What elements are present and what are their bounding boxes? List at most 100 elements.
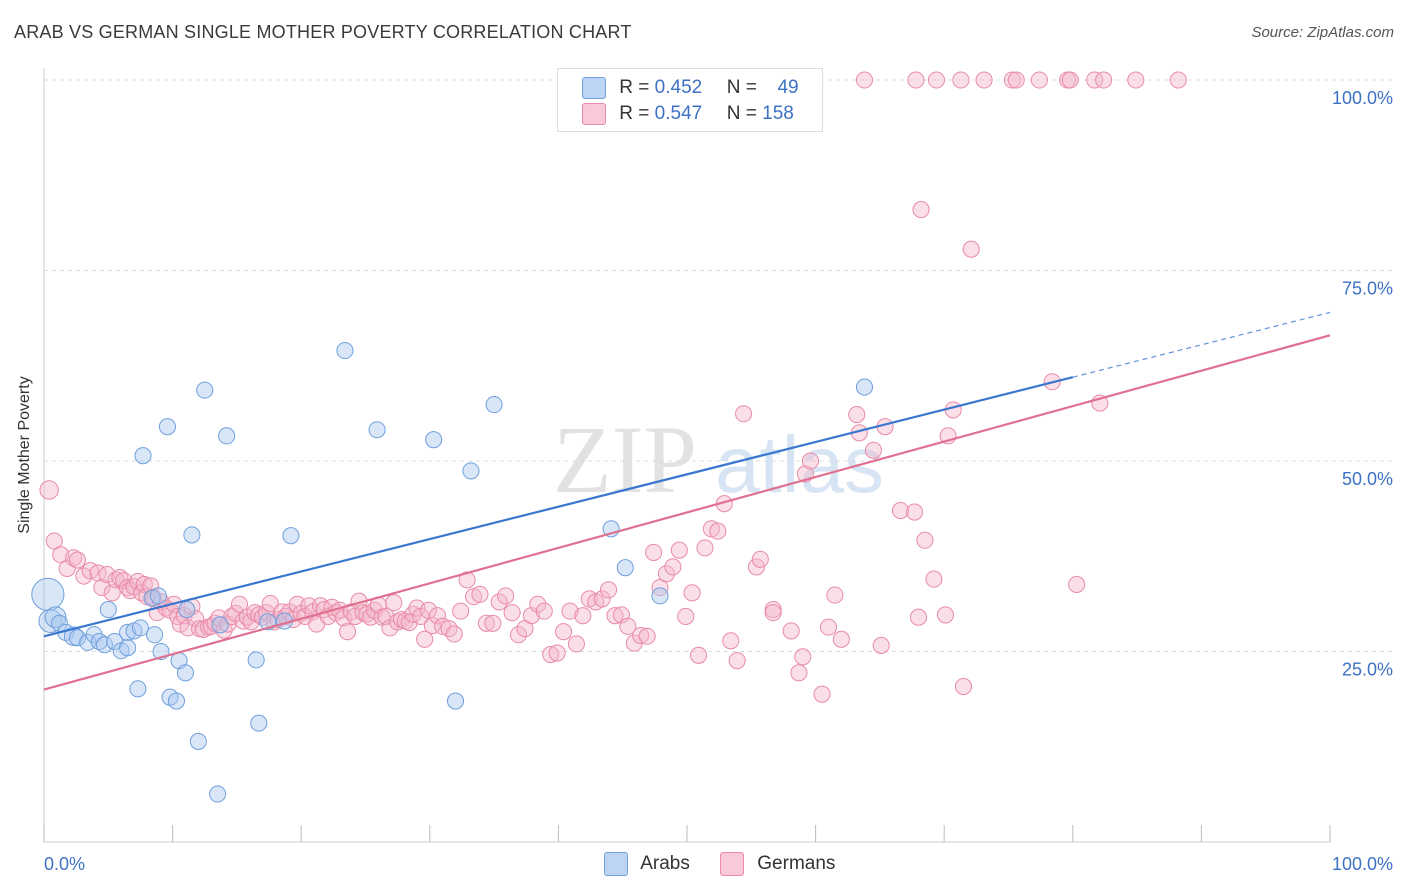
germans-point (416, 630, 434, 648)
arabs-point (485, 396, 503, 414)
germans-point (925, 570, 943, 588)
y-tick-label: 75.0% (1342, 279, 1393, 299)
germans-point (561, 602, 579, 620)
arabs-point (167, 692, 186, 710)
germans-point (440, 620, 458, 638)
series-arabs (31, 341, 874, 803)
arabs-point (189, 732, 207, 750)
germans-point (832, 630, 850, 648)
germans-point (93, 578, 111, 597)
germans-point (1127, 71, 1145, 89)
germans-point (909, 608, 928, 626)
arabs-point (176, 664, 195, 682)
germans-swatch (582, 103, 606, 125)
germans-point (645, 543, 663, 561)
arabs-point (119, 639, 137, 657)
arabs-point (209, 785, 227, 803)
watermark-atlas: atlas (715, 420, 884, 509)
germans-point (677, 607, 695, 625)
germans-point (975, 71, 993, 89)
arabs-swatch (582, 77, 606, 99)
arabs-point (90, 633, 108, 651)
germans-point (529, 595, 547, 613)
series-germans (39, 71, 1187, 703)
germans-r-value: 0.547 (654, 103, 703, 125)
germans-point (68, 551, 86, 569)
germans-point (230, 595, 249, 613)
germans-point (1169, 71, 1187, 89)
germans-point (632, 626, 650, 645)
germans-point (477, 614, 495, 632)
germans-point (445, 625, 463, 643)
arabs-point (218, 427, 236, 445)
germans-point (906, 503, 924, 521)
germans-point (872, 636, 890, 654)
y-tick-label: 100.0% (1332, 88, 1393, 108)
arabs-point (462, 462, 480, 480)
y-axis-label: Single Mother Poverty (16, 376, 33, 534)
germans-point (39, 480, 59, 500)
germans-point (962, 240, 980, 258)
germans-point (944, 401, 962, 419)
legend-row-arabs: R = 0.452 N = 49 (582, 77, 799, 101)
germans-point (790, 664, 808, 682)
legend-row-germans: R = 0.547 N = 158 (582, 103, 794, 127)
germans-point (751, 550, 769, 568)
germans-point (855, 71, 874, 89)
germans-point (1061, 71, 1079, 89)
germans-point (702, 520, 720, 538)
bottom-arabs-swatch (604, 852, 628, 876)
germans-point (826, 586, 844, 604)
germans-point (497, 587, 515, 605)
arabs-point (85, 626, 103, 644)
germans-point (864, 441, 883, 459)
germans-point (735, 405, 753, 423)
arabs-point (425, 431, 443, 449)
arabs-point (211, 616, 229, 634)
germans-point (670, 541, 688, 559)
germans-point (593, 590, 611, 608)
germans-point (452, 602, 470, 620)
germans-point (952, 71, 970, 89)
germans-point (98, 565, 116, 584)
tick-labels: 25.0% 50.0% 75.0% 100.0% 0.0% 100.0% (44, 88, 1393, 874)
x-tick-label-min: 0.0% (44, 854, 85, 874)
arabs-point (119, 623, 137, 642)
arabs-trend-line (43, 376, 1074, 638)
trend-lines (43, 311, 1331, 691)
germans-point (89, 564, 107, 582)
source-credit: Source: ZipAtlas.com (1251, 24, 1394, 41)
germans-trend-line (43, 334, 1331, 691)
bottom-legend-arabs: Arabs (604, 852, 690, 876)
germans-point (1086, 71, 1104, 89)
arabs-point (178, 601, 196, 619)
arabs-point (143, 589, 161, 607)
germans-point (848, 405, 866, 424)
germans-point (542, 645, 560, 664)
germans-point (794, 648, 812, 666)
germans-point (45, 532, 63, 550)
germans-point (490, 593, 508, 611)
arabs-point (31, 577, 65, 611)
germans-point (619, 617, 637, 635)
germans-point (907, 71, 925, 89)
germans-point (464, 588, 483, 606)
germans-n-label: N = (726, 103, 757, 125)
bottom-legend-germans: Germans (720, 852, 835, 876)
arabs-point (368, 421, 386, 439)
germans-point (1007, 71, 1025, 89)
germans-point (503, 604, 521, 622)
arabs-point (129, 680, 147, 698)
arabs-point (651, 587, 669, 605)
arabs-point (855, 378, 874, 396)
germans-point (458, 571, 476, 589)
germans-point (1095, 71, 1113, 89)
x-tick-label-max: 100.0% (1332, 854, 1393, 874)
arabs-point (44, 606, 67, 629)
zipatlas-watermark: ZIP atlas (553, 406, 884, 513)
bottom-germans-label: Germans (757, 853, 836, 875)
y-tick-label: 50.0% (1342, 469, 1393, 489)
germans-point (1030, 71, 1048, 89)
arabs-point (131, 619, 149, 637)
